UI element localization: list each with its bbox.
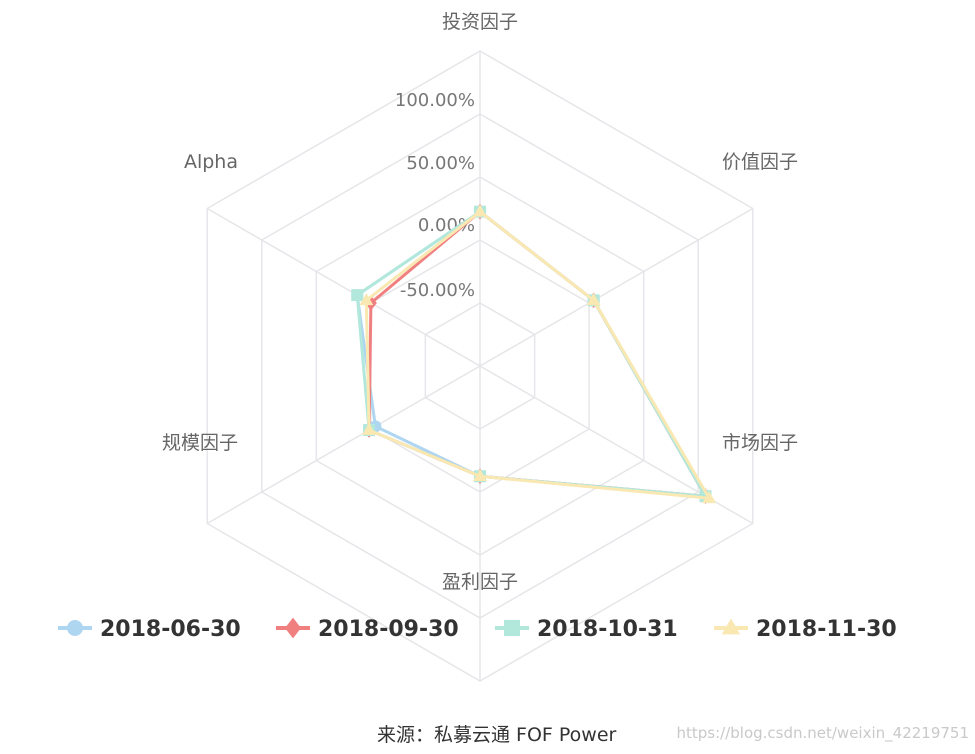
data-point (702, 491, 717, 504)
legend-label: 2018-10-31 (537, 617, 678, 642)
grid-spoke (479, 207, 754, 367)
series-line (355, 210, 707, 498)
legend-label: 2018-06-30 (100, 617, 241, 642)
axis-label: 市场因子 (722, 432, 798, 454)
radial-tick-label: 50.00% (406, 153, 475, 174)
radial-tick-label: 0.00% (418, 215, 475, 236)
axis-label: 盈利因子 (442, 571, 518, 593)
series-line (355, 210, 707, 498)
radial-tick-label: 100.00% (395, 90, 475, 111)
legend-marker (67, 620, 83, 636)
series-2018-11-30 (359, 204, 717, 504)
data-point (362, 422, 376, 435)
legend-marker (504, 620, 520, 636)
legend-label: 2018-09-30 (318, 617, 459, 642)
grid-spoke (206, 365, 481, 525)
data-point (351, 289, 364, 302)
data-point (359, 293, 374, 306)
legend-item: 2018-09-30 (276, 617, 459, 642)
grid-spoke (206, 207, 481, 367)
axis-label: Alpha (184, 151, 238, 173)
legend-item: 2018-11-30 (714, 617, 897, 642)
legend-label: 2018-11-30 (756, 617, 897, 642)
source-caption: 来源：私募云通 FOF Power (377, 724, 617, 746)
legend-marker (285, 617, 301, 639)
axis-label: 规模因子 (162, 432, 238, 454)
axis-label: 投资因子 (442, 11, 518, 33)
legend-item: 2018-10-31 (495, 617, 678, 642)
legend-item: 2018-06-30 (58, 617, 241, 642)
radial-tick-label: -50.00% (400, 280, 475, 301)
data-point (473, 469, 487, 482)
watermark: https://blog.csdn.net/weixin_42219751 (676, 724, 969, 742)
data-point (586, 293, 601, 306)
axis-label: 价值因子 (722, 151, 798, 173)
data-point (473, 204, 487, 217)
legend-marker (721, 618, 741, 635)
